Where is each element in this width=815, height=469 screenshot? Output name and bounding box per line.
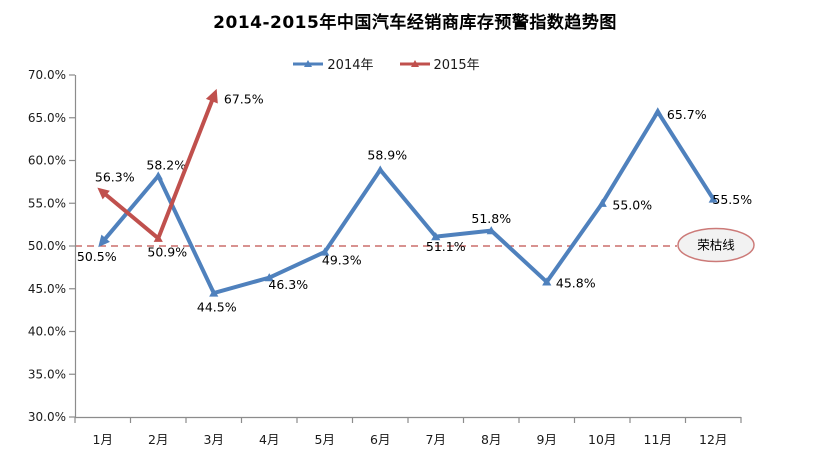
data-label: 56.3%	[95, 170, 135, 185]
series-point-marker	[209, 288, 219, 297]
series-line-2014年	[100, 109, 716, 296]
series-point-marker	[153, 171, 163, 180]
data-label: 58.9%	[367, 147, 407, 162]
legend-item-2015: 2015年	[399, 54, 480, 73]
x-tick-label: 3月	[204, 432, 224, 447]
threshold-badge	[677, 227, 755, 263]
y-tick-label: 45.0%	[28, 282, 66, 296]
series-point-marker	[320, 247, 330, 256]
series-arrow-marker	[98, 234, 110, 248]
data-label: 51.1%	[426, 239, 466, 254]
x-tick-label: 10月	[588, 432, 616, 447]
y-tick-label: 35.0%	[28, 367, 66, 381]
y-tick-label: 55.0%	[28, 196, 66, 210]
series-point-marker	[264, 273, 274, 282]
y-tick-label: 40.0%	[28, 325, 66, 339]
x-tick-label: 5月	[315, 432, 335, 447]
series-point-marker	[375, 165, 385, 174]
legend-item-2014: 2014年	[293, 54, 374, 73]
data-label: 50.9%	[147, 244, 187, 259]
series-arrow-marker	[205, 88, 218, 104]
series-point-marker	[431, 232, 441, 241]
x-tick-label: 1月	[93, 432, 113, 447]
legend-label: 2015年	[433, 58, 480, 73]
data-label: 45.8%	[556, 275, 596, 290]
series-point-marker	[597, 198, 607, 207]
data-label: 55.0%	[612, 197, 652, 212]
y-tick-label: 65.0%	[28, 111, 66, 125]
y-tick-label: 70.0%	[28, 68, 66, 82]
legend-label: 2014年	[327, 58, 374, 73]
data-label: 67.5%	[224, 92, 264, 107]
data-label: 51.8%	[471, 211, 511, 226]
data-label: 65.7%	[667, 107, 707, 122]
x-tick-label: 2月	[148, 432, 168, 447]
x-tick-label: 9月	[537, 432, 557, 447]
data-label: 50.5%	[77, 249, 117, 264]
x-tick-label: 11月	[644, 432, 672, 447]
x-tick-label: 4月	[259, 432, 279, 447]
x-tick-label: 8月	[481, 432, 501, 447]
data-label: 58.2%	[146, 157, 186, 172]
legend-line-marker-icon	[293, 59, 324, 67]
series-arrow-marker	[97, 187, 110, 200]
y-tick-label: 60.0%	[28, 154, 66, 168]
data-label: 49.3%	[322, 252, 362, 267]
series-point-marker	[708, 194, 718, 203]
x-tick-label: 7月	[426, 432, 446, 447]
data-label: 46.3%	[268, 277, 308, 292]
data-label: 44.5%	[197, 300, 237, 315]
chart-title: 2014-2015年中国汽车经销商库存预警指数趋势图	[213, 13, 617, 33]
threshold-label: 荣枯线	[697, 238, 735, 253]
legend-line-marker-icon	[399, 59, 430, 67]
series-point-marker	[542, 277, 552, 286]
data-label: 55.5%	[712, 192, 752, 207]
x-tick-label: 12月	[699, 432, 727, 447]
y-tick-label: 30.0%	[28, 410, 66, 424]
series-point-marker	[153, 233, 163, 242]
series-point-marker	[486, 226, 496, 235]
x-tick-label: 6月	[370, 432, 390, 447]
series-point-marker	[653, 107, 663, 116]
y-tick-label: 50.0%	[28, 239, 66, 253]
chart-legend: 2014年 2015年	[0, 54, 794, 73]
